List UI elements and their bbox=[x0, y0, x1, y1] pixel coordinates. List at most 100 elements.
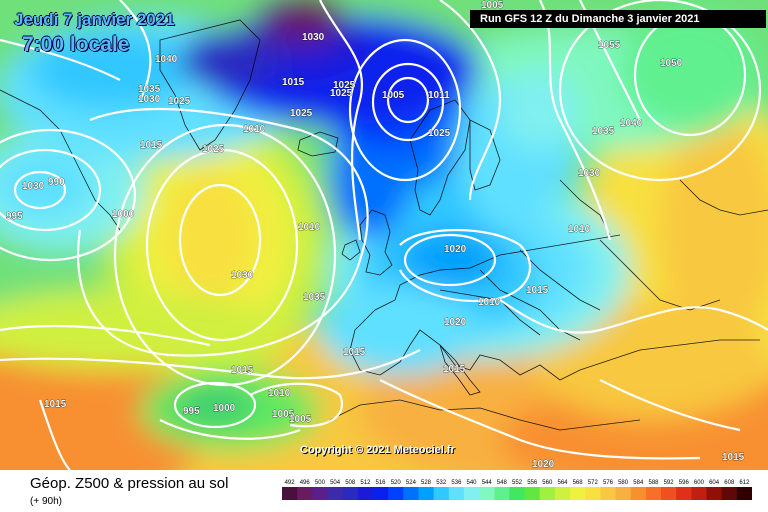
legend-swatch bbox=[615, 487, 632, 500]
legend-swatch bbox=[554, 487, 571, 500]
copyright-notice: Copyright © 2021 Meteociel.fr bbox=[300, 444, 455, 456]
isobar-label: 1015 bbox=[231, 365, 254, 376]
isobar-label: 1010 bbox=[243, 124, 266, 135]
legend-tick-label: 528 bbox=[421, 480, 432, 486]
legend-swatch bbox=[312, 487, 328, 500]
isobar-label: 1035 bbox=[138, 84, 161, 95]
legend-tick-label: 508 bbox=[345, 480, 356, 486]
product-label: Géop. Z500 & pression au sol bbox=[30, 475, 229, 492]
legend-tick-label: 560 bbox=[542, 480, 553, 486]
isobar-label: 1025 bbox=[202, 144, 225, 155]
isobar-label: 1010 bbox=[268, 388, 291, 399]
legend-tick-label: 580 bbox=[618, 480, 629, 486]
isobar-label: 1005 bbox=[481, 0, 504, 11]
legend-tick-label: 588 bbox=[648, 480, 659, 486]
legend-swatch bbox=[463, 487, 480, 500]
forecast-time-title: 7:00 locale bbox=[22, 33, 130, 56]
isobar-label: 1015 bbox=[443, 364, 466, 375]
legend-tick-label: 584 bbox=[633, 480, 644, 486]
legend-tick-label: 520 bbox=[391, 480, 402, 486]
legend-swatch bbox=[479, 487, 495, 500]
isobar-label: 1011 bbox=[428, 90, 450, 101]
legend-swatch bbox=[721, 487, 738, 500]
legend-tick-label: 596 bbox=[679, 480, 690, 486]
z500-color-legend: 492 496 500 504 508 512 516 520 524 528 532 536 540 5… bbox=[282, 480, 752, 500]
isobar-label: 1040 bbox=[155, 54, 178, 65]
isobar-label: 1015 bbox=[343, 347, 366, 358]
legend-swatch bbox=[342, 487, 359, 500]
isobar-label: 1015 bbox=[140, 140, 163, 151]
isobar-label: 1010 bbox=[568, 224, 591, 235]
isobar-label: 990 bbox=[48, 177, 65, 188]
isobar-label: 1000 bbox=[213, 403, 236, 414]
isobar-label: 1025 bbox=[428, 128, 451, 139]
legend-swatch bbox=[570, 487, 586, 500]
legend-tick-label: 548 bbox=[497, 480, 508, 486]
legend-swatch bbox=[645, 487, 662, 500]
isobar-label: 1050 bbox=[660, 58, 683, 69]
isobar-labels: 1030 1040 1035 1030 1025 1015 1025 1025 … bbox=[6, 0, 745, 470]
footer-bar: Géop. Z500 & pression au sol (+ 90h) 492… bbox=[0, 470, 768, 512]
isobar-label: 1015 bbox=[722, 452, 745, 463]
legend-tick-label: 516 bbox=[375, 480, 386, 486]
legend-swatch bbox=[357, 487, 374, 500]
isobar-label: 1015 bbox=[526, 285, 549, 296]
legend-tick-label: 524 bbox=[406, 480, 417, 486]
legend-swatch bbox=[539, 487, 556, 500]
isobar-label: 1030 bbox=[231, 270, 254, 281]
legend-swatch bbox=[630, 487, 647, 500]
legend-swatch bbox=[327, 487, 344, 500]
weather-map: 1030 1040 1035 1030 1025 1015 1025 1025 … bbox=[0, 0, 768, 470]
legend-swatch bbox=[418, 487, 435, 500]
isobar-label: 1035 bbox=[592, 126, 615, 137]
legend-tick-label: 544 bbox=[482, 480, 493, 486]
legend-tick-label: 572 bbox=[588, 480, 599, 486]
legend-tick-label: 496 bbox=[300, 480, 311, 486]
isobar-label: 1020 bbox=[444, 317, 467, 328]
isobar-label: 1025 bbox=[330, 88, 353, 99]
legend-tick-label: 612 bbox=[739, 480, 750, 486]
legend-tick-label: 540 bbox=[466, 480, 477, 486]
isobar-label: 1020 bbox=[532, 459, 555, 470]
legend-tick-label: 564 bbox=[557, 480, 568, 486]
legend-tick-label: 576 bbox=[603, 480, 614, 486]
legend-swatch bbox=[600, 487, 617, 500]
isobar-label: 1025 bbox=[333, 80, 356, 91]
legend-tick-label: 552 bbox=[512, 480, 523, 486]
isobar-label: 1025 bbox=[168, 96, 191, 107]
isobar-label: 1030 bbox=[578, 168, 601, 179]
legend-swatch bbox=[509, 487, 526, 500]
isobar-label: 1035 bbox=[303, 292, 326, 303]
legend-swatch bbox=[282, 487, 298, 500]
legend-tick-label: 608 bbox=[724, 480, 735, 486]
legend-swatch bbox=[736, 487, 752, 500]
z500-shading bbox=[0, 0, 768, 470]
legend-tick-label: 592 bbox=[664, 480, 675, 486]
isobar-label: 1005 bbox=[289, 414, 312, 425]
legend-swatch bbox=[691, 487, 708, 500]
legend-tick-label: 604 bbox=[709, 480, 720, 486]
isobar-label: 1040 bbox=[620, 118, 643, 129]
legend-swatch bbox=[388, 487, 404, 500]
legend-tick-label: 492 bbox=[285, 480, 296, 486]
legend-swatch bbox=[433, 487, 450, 500]
isobar-label: 1055 bbox=[598, 40, 621, 51]
legend-swatch bbox=[373, 487, 389, 500]
isobar-label: 1005 bbox=[382, 90, 405, 101]
legend-swatch bbox=[524, 487, 541, 500]
legend-tick-label: 556 bbox=[527, 480, 538, 486]
legend-tick-label: 600 bbox=[694, 480, 705, 486]
lead-time-label: (+ 90h) bbox=[30, 496, 62, 507]
legend-tick-label: 568 bbox=[573, 480, 584, 486]
legend-swatch bbox=[297, 487, 313, 500]
isobar-label: 995 bbox=[183, 406, 200, 417]
legend-swatch bbox=[494, 487, 510, 500]
legend-tick-label: 504 bbox=[330, 480, 341, 486]
legend-tick-label: 532 bbox=[436, 480, 447, 486]
legend-swatch bbox=[585, 487, 601, 500]
isobar-label: 1020 bbox=[444, 244, 467, 255]
isobar-label: 1005 bbox=[272, 409, 295, 420]
forecast-date-title: Jeudi 7 janvier 2021 bbox=[14, 10, 175, 29]
isobar-label: 1025 bbox=[290, 108, 313, 119]
legend-swatch bbox=[448, 487, 465, 500]
